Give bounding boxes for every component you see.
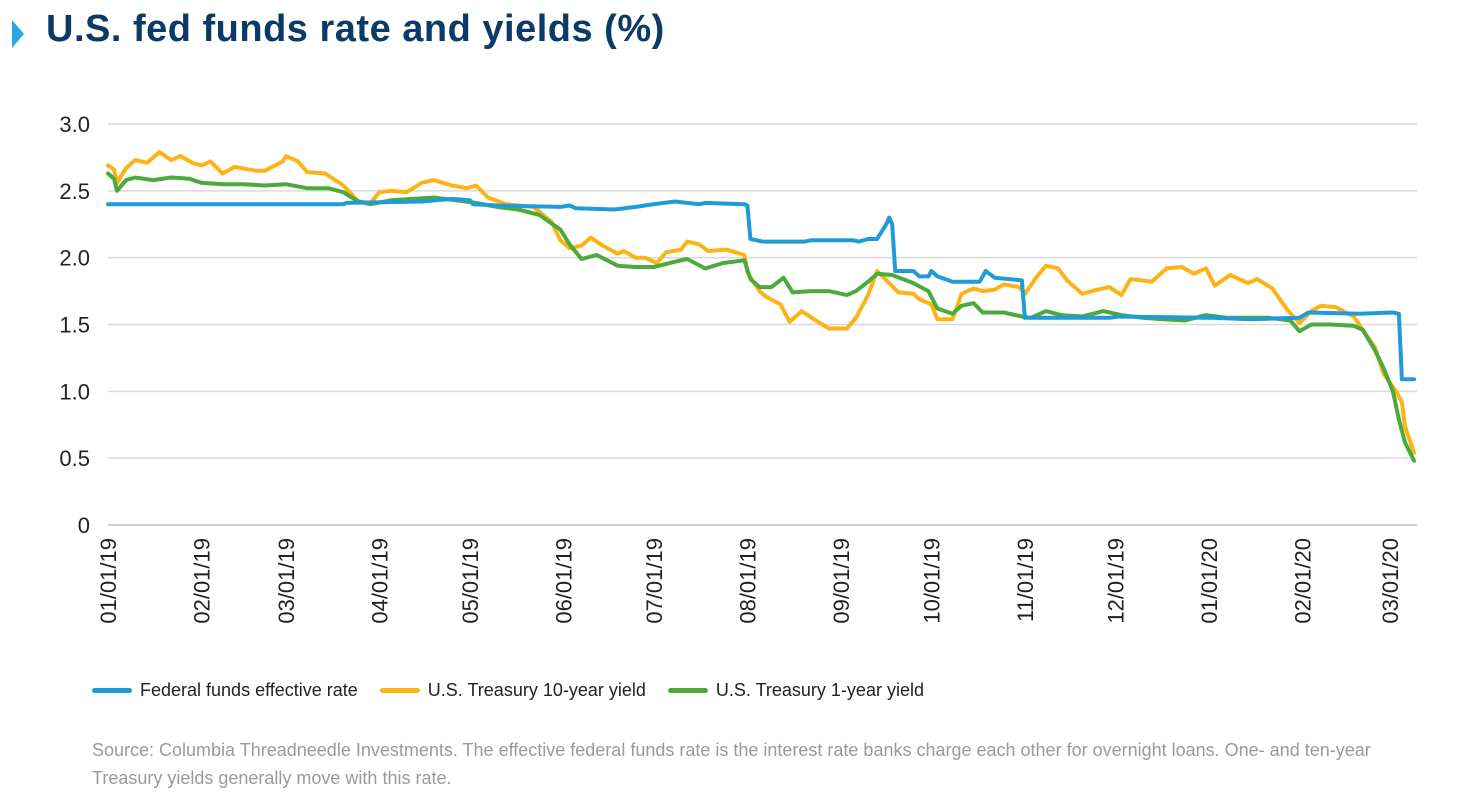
x-tick-label: 07/01/19 [642,538,667,624]
legend-label-10-year: U.S. Treasury 10-year yield [427,680,646,700]
series-line-1 [106,150,1416,455]
x-tick-label: 03/01/19 [274,538,299,624]
x-tick-label: 05/01/19 [458,538,483,624]
legend-swatch-10-year [379,688,420,693]
x-tick-label: 01/01/19 [96,538,121,624]
x-tick-label: 04/01/19 [367,538,392,624]
x-tick-label: 11/01/19 [1013,538,1038,622]
y-tick-label: 0.5 [59,446,90,471]
x-tick-label: 12/01/19 [1103,538,1128,624]
x-tick-label: 09/01/19 [829,538,854,624]
legend-label-1-year: U.S. Treasury 1-year yield [715,680,924,700]
y-tick-label: 2.5 [59,179,90,204]
legend-item-1-year: U.S. Treasury 1-year yield [667,680,924,701]
y-tick-label: 1.0 [59,379,90,404]
x-tick-label: 08/01/19 [735,538,760,624]
x-tick-label: 02/01/20 [1290,538,1315,624]
x-tick-label: 03/01/20 [1378,538,1403,624]
gridlines [108,123,1417,526]
y-tick-label: 1.5 [59,313,90,338]
legend-item-fed-funds: Federal funds effective rate [92,680,358,701]
legend-swatch-fed-funds [92,688,132,693]
y-tick-label: 2.0 [59,246,90,271]
x-tick-label: 01/01/20 [1197,538,1222,624]
y-tick-label: 3.0 [59,112,90,137]
series-line-0 [106,196,1416,382]
legend-item-10-year: U.S. Treasury 10-year yield [379,680,646,701]
series-lines [106,150,1416,463]
legend-label-fed-funds: Federal funds effective rate [140,680,358,700]
x-axis-ticks: 01/01/19 02/01/19 03/01/19 04/01/19 05/01/19… [96,538,1403,624]
legend-swatch-1-year [667,688,708,693]
y-tick-label: 0 [78,513,90,538]
legend: Federal funds effective rate U.S. Treasu… [92,680,946,701]
source-note: Source: Columbia Threadneedle Investment… [92,740,1371,788]
chart-title: U.S. fed funds rate and yields (%) [46,8,665,50]
x-tick-label: 02/01/19 [190,538,215,624]
x-tick-label: 10/01/19 [919,538,944,624]
title-marker-icon [12,20,24,48]
x-tick-label: 06/01/19 [551,538,576,624]
y-axis-ticks: 0 0.5 1.0 1.5 2.0 2.5 3.0 [59,112,90,538]
